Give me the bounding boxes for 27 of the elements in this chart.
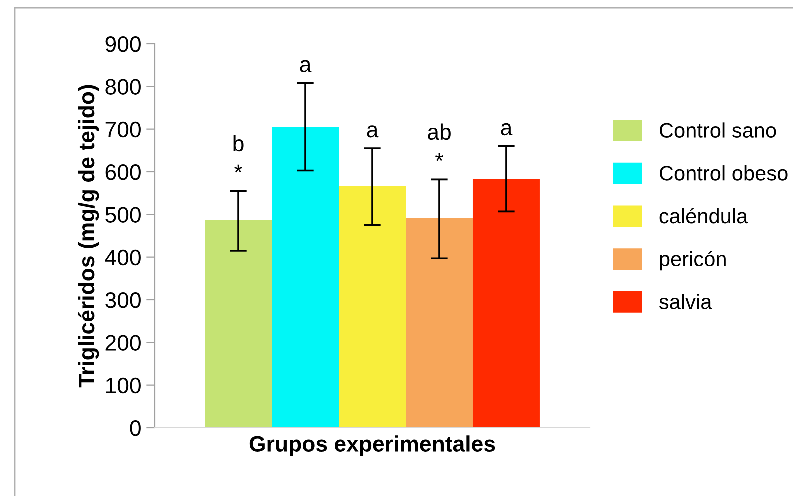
legend-label: salvia — [660, 294, 712, 310]
bar — [339, 186, 406, 428]
legend-label: Control obeso — [660, 166, 788, 181]
y-tick-label: 200 — [106, 335, 141, 351]
y-tick-label: 600 — [106, 164, 141, 180]
y-tick-label: 100 — [106, 378, 141, 394]
legend-label: pericón — [660, 251, 726, 271]
bar — [205, 220, 272, 428]
y-tick-label: 800 — [106, 79, 141, 95]
y-tick-label: 900 — [106, 36, 141, 52]
annotation: a — [300, 60, 312, 72]
y-tick-label: 300 — [106, 292, 141, 308]
bar — [406, 218, 473, 428]
y-tick-label: 700 — [106, 122, 141, 138]
bar — [272, 127, 340, 428]
annotation: a — [367, 126, 379, 138]
y-tick-label: 400 — [105, 250, 141, 266]
legend-label: caléndula — [660, 208, 748, 224]
y-tick-label: 500 — [106, 207, 141, 223]
y-tick-label: 0 — [130, 420, 141, 436]
annotation: a — [501, 123, 513, 136]
y-axis-title: Triglicéridos (mg/g de tejido) — [78, 85, 100, 388]
annotation: ab * — [428, 124, 451, 162]
annotation: b * — [234, 135, 244, 173]
legend-label: Control sano — [660, 122, 776, 138]
x-axis-title: Grupos experimentales — [250, 436, 496, 456]
bar — [472, 179, 540, 428]
